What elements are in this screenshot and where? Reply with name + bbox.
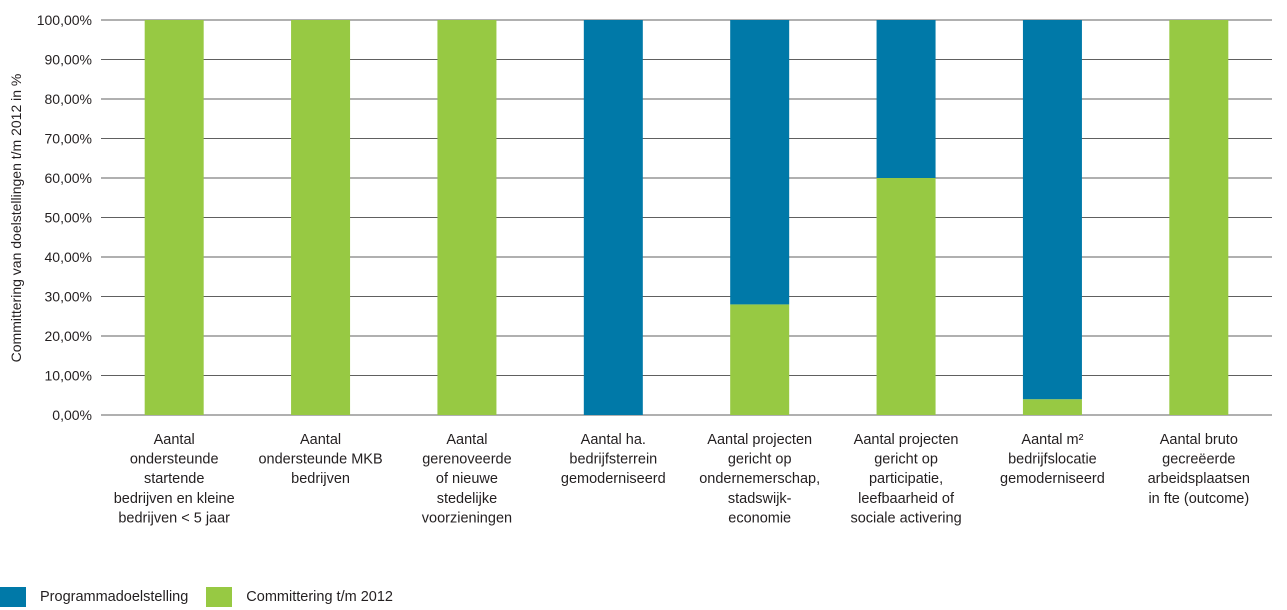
bar-committering-t-m-2012 [1169, 20, 1229, 415]
bar-committering-t-m-2012 [291, 20, 351, 415]
gridlines [101, 19, 1272, 416]
legend: Programmadoelstelling Committering t/m 2… [0, 585, 411, 609]
y-tick-label: 80,00% [45, 91, 92, 107]
legend-label-committering: Committering t/m 2012 [246, 589, 393, 605]
y-tick-label: 70,00% [45, 131, 92, 147]
legend-item-programmadoelstelling: Programmadoelstelling [0, 587, 188, 607]
x-category-label: Aantal m² bedrijfslocatie gemoderniseerd [1000, 432, 1105, 487]
x-axis-categories: Aantal ondersteunde startende bedrijven en … [114, 432, 1250, 526]
y-tick-label: 100,00% [37, 12, 92, 28]
x-category-label: Aantal gerenoveerde of nieuwe stedelijke voo… [422, 432, 512, 526]
y-tick-label: 10,00% [45, 368, 92, 384]
x-category-label: Aantal ondersteunde MKB bedrijven [258, 432, 382, 487]
stacked-bar-chart: 0,00% 10,00% 20,00% 30,00% 40,00% 50,00% 60,00… [8, 12, 1272, 526]
x-category-label: Aantal projecten gericht op participatie, l… [850, 432, 961, 526]
y-tick-label: 0,00% [52, 407, 92, 423]
bar-committering-t-m-2012 [437, 20, 497, 415]
y-axis-label: Committering van doelstellingen t/m 2012… [8, 74, 24, 363]
x-category-label: Aantal bruto gecreëerde arbeidsplaatsen in … [1148, 432, 1250, 507]
bars [144, 20, 1229, 415]
legend-item-committering: Committering t/m 2012 [206, 587, 393, 607]
y-axis-ticks: 0,00% 10,00% 20,00% 30,00% 40,00% 50,00% 60,00… [37, 12, 92, 423]
bar-committering-t-m-2012 [144, 20, 204, 415]
x-category-label: Aantal ha. bedrijfsterrein gemoderniseerd [561, 432, 666, 487]
legend-label-programmadoelstelling: Programmadoelstelling [40, 589, 189, 605]
bar-programmadoelstelling [876, 20, 936, 178]
bar-programmadoelstelling [1022, 20, 1082, 400]
x-category-label: Aantal projecten gericht op ondernemerscha… [699, 432, 820, 526]
y-tick-label: 40,00% [45, 249, 92, 265]
y-tick-label: 20,00% [45, 328, 92, 344]
legend-swatch-committering [206, 587, 233, 607]
y-tick-label: 30,00% [45, 289, 92, 305]
legend-swatch-programmadoelstelling [0, 587, 26, 607]
y-tick-label: 90,00% [45, 52, 92, 68]
y-tick-label: 60,00% [45, 170, 92, 186]
x-category-label: Aantal ondersteunde startende bedrijven en … [114, 432, 235, 526]
bar-programmadoelstelling [583, 20, 643, 415]
y-tick-label: 50,00% [45, 210, 92, 226]
bar-committering-t-m-2012 [730, 304, 790, 415]
bar-programmadoelstelling [730, 20, 790, 305]
bar-committering-t-m-2012 [1022, 399, 1082, 415]
bar-committering-t-m-2012 [876, 178, 936, 415]
